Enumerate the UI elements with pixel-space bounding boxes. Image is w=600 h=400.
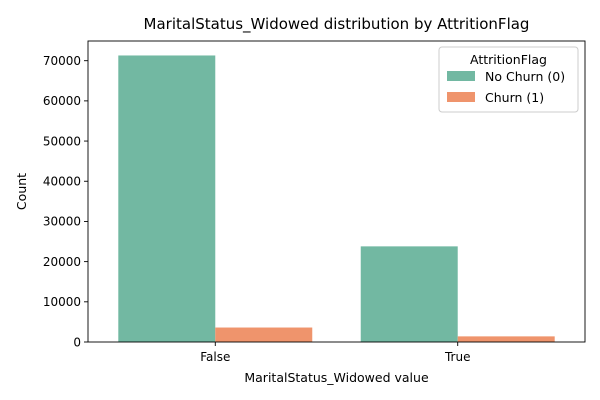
legend-swatch-churn — [447, 92, 475, 102]
y-tick-label: 10000 — [43, 295, 81, 309]
bars-group — [118, 55, 555, 342]
y-tick-label: 0 — [73, 335, 81, 349]
y-tick-label: 40000 — [43, 175, 81, 189]
x-tick-label: True — [444, 350, 471, 364]
legend: AttritionFlag No Churn (0) Churn (1) — [438, 46, 579, 113]
y-tick-label: 30000 — [43, 215, 81, 229]
y-tick-label: 20000 — [43, 255, 81, 269]
y-tick-label: 60000 — [43, 94, 81, 108]
x-axis: False True — [200, 342, 470, 364]
legend-label-no-churn: No Churn (0) — [485, 69, 565, 84]
y-axis-label: Count — [14, 173, 29, 210]
x-tick-label: False — [200, 350, 230, 364]
y-axis: 0 10000 20000 30000 40000 50000 60000 70000 — [43, 54, 88, 349]
y-tick-label: 70000 — [43, 54, 81, 68]
chart-title: MaritalStatus_Widowed distribution by At… — [144, 15, 530, 34]
x-axis-label: MaritalStatus_Widowed value — [244, 370, 429, 385]
bar-churn-1-true — [457, 336, 555, 342]
legend-label-churn: Churn (1) — [485, 90, 544, 105]
legend-title: AttritionFlag — [470, 52, 547, 67]
bar-no-churn-0-false — [118, 55, 216, 342]
y-tick-label: 50000 — [43, 134, 81, 148]
plot-frame — [87, 40, 586, 343]
legend-swatch-no-churn — [447, 71, 475, 81]
bar-no-churn-0-true — [360, 246, 458, 342]
bar-churn-1-false — [215, 327, 313, 342]
